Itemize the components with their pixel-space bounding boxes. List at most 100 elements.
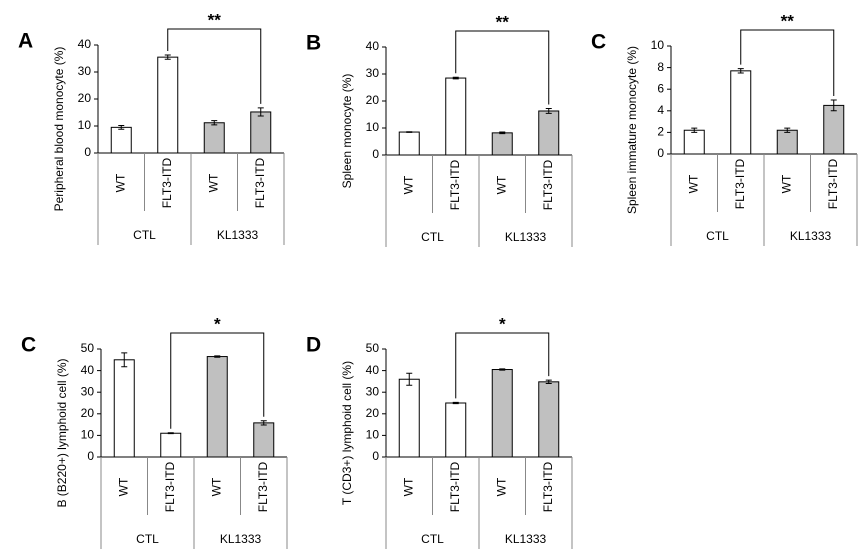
bar (538, 110, 560, 156)
error-bar (257, 107, 264, 117)
panel-letter: A (18, 30, 33, 53)
error-bar (737, 68, 744, 74)
bar (445, 402, 467, 458)
bar (253, 422, 275, 458)
error-bar (406, 372, 413, 386)
category-label: FLT3-ITD (253, 157, 267, 208)
y-tick-label: 0 (657, 146, 664, 160)
bar (113, 359, 135, 458)
y-axis-label: Spleen immature monocyte (%) (625, 46, 639, 214)
panel-letter: C (591, 31, 606, 54)
category-label: WT (113, 173, 127, 192)
category-label: WT (116, 477, 130, 496)
significance-bracket (455, 30, 550, 105)
group-label: KL1333 (217, 228, 259, 242)
significance-label: * (214, 314, 221, 333)
group-label: KL1333 (790, 229, 832, 243)
y-tick-label: 10 (366, 428, 380, 442)
category-label: FLT3-ITD (541, 159, 555, 210)
error-bar (452, 401, 459, 405)
y-tick-label: 4 (657, 103, 664, 117)
significance-label: ** (208, 10, 222, 29)
category-label: WT (206, 173, 220, 192)
y-tick-label: 50 (81, 341, 95, 355)
y-tick-label: 20 (78, 91, 92, 105)
category-label: WT (209, 477, 223, 496)
y-tick-label: 2 (657, 125, 664, 139)
panel-letter: B (306, 32, 321, 55)
y-tick-label: 0 (84, 145, 91, 159)
y-tick-label: 30 (366, 384, 380, 398)
y-tick-label: 20 (81, 406, 95, 420)
bar (776, 129, 798, 155)
bar (203, 122, 225, 154)
category-label: WT (401, 175, 415, 194)
category-label: FLT3-ITD (733, 158, 747, 209)
error-bar (164, 54, 171, 60)
category-label: FLT3-ITD (160, 157, 174, 208)
y-tick-label: 30 (78, 64, 92, 78)
y-tick-label: 0 (87, 449, 94, 463)
bar (206, 356, 228, 458)
category-label: FLT3-ITD (826, 158, 840, 209)
category-label: FLT3-ITD (163, 461, 177, 512)
bar (398, 378, 420, 458)
category-label: WT (779, 174, 793, 193)
group-label: CTL (136, 532, 159, 546)
error-bar (118, 124, 125, 130)
panel-letter: C (21, 334, 36, 357)
y-tick-label: 40 (81, 363, 95, 377)
error-bar (545, 108, 552, 114)
error-bar (499, 131, 506, 135)
y-tick-label: 6 (657, 81, 664, 95)
bar (730, 70, 752, 155)
bar (683, 129, 705, 155)
category-label: WT (494, 175, 508, 194)
error-bar (406, 131, 413, 133)
error-bar (830, 99, 837, 112)
y-axis-label: T (CD3+) lymphoid cell (%) (340, 361, 354, 505)
bar (157, 56, 179, 154)
panel-letter: D (306, 334, 321, 357)
error-bar (121, 352, 128, 368)
category-label: FLT3-ITD (256, 461, 270, 512)
category-label: WT (686, 174, 700, 193)
error-bar (784, 127, 791, 133)
bar (398, 131, 420, 156)
category-label: FLT3-ITD (448, 461, 462, 512)
y-tick-label: 50 (366, 341, 380, 355)
bar (823, 104, 845, 155)
category-label: FLT3-ITD (448, 159, 462, 210)
y-tick-label: 20 (366, 406, 380, 420)
group-label: CTL (706, 229, 729, 243)
error-bar (545, 379, 552, 385)
bar (110, 126, 132, 154)
y-tick-label: 30 (81, 384, 95, 398)
group-label: CTL (421, 230, 444, 244)
group-label: KL1333 (220, 532, 262, 546)
group-label: KL1333 (505, 532, 547, 546)
y-tick-label: 0 (372, 449, 379, 463)
error-bar (452, 76, 459, 80)
bar (445, 77, 467, 156)
error-bar (260, 420, 267, 426)
error-bar (211, 120, 218, 126)
error-bar (214, 355, 221, 358)
y-tick-label: 40 (78, 37, 92, 51)
category-label: WT (494, 477, 508, 496)
error-bar (499, 368, 506, 371)
significance-bracket (740, 29, 835, 96)
bar (160, 432, 182, 458)
y-axis-label: B (B220+) lymphoid cell (%) (55, 358, 69, 507)
bar (250, 111, 272, 154)
significance-label: ** (496, 12, 510, 31)
y-tick-label: 40 (366, 39, 380, 53)
significance-bracket (167, 28, 262, 104)
y-axis-label: Spleen monocyte (%) (340, 74, 354, 189)
group-label: CTL (421, 532, 444, 546)
significance-bracket (170, 332, 265, 429)
y-axis-label: Peripheral blood monocyte (%) (52, 47, 66, 212)
error-bar (167, 432, 174, 435)
category-label: WT (401, 477, 415, 496)
